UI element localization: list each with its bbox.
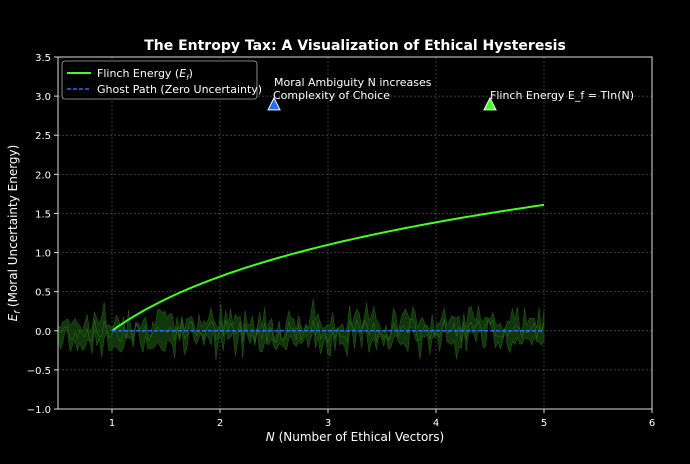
legend-label-ghost: Ghost Path (Zero Uncertainty) <box>97 83 262 96</box>
series-group <box>111 203 545 332</box>
y-tick-label: 1.0 <box>35 249 51 260</box>
annotation-marker-triangle <box>267 96 281 111</box>
series-flinch-energy <box>111 203 545 332</box>
x-tick-label: 5 <box>541 418 547 429</box>
x-tick-label: 6 <box>649 418 655 429</box>
ticks: 1 2 3 4 5 6 −1.0 −0.5 0.0 0.5 1.0 1.5 2.0 2.5 3.0 3.5 <box>27 53 655 429</box>
annotation-text: Flinch Energy E_f = Tln(N) <box>490 89 634 102</box>
x-tick-label: 3 <box>325 418 331 429</box>
axes <box>57 56 653 410</box>
annotation-text-line1: Moral Ambiguity N increases <box>274 76 432 89</box>
y-tick-label: 1.5 <box>35 209 51 220</box>
annotation-text-line2: Complexity of Choice <box>273 89 390 102</box>
x-tick-label: 2 <box>217 418 223 429</box>
legend: Flinch Energy (Ef) Ghost Path (Zero Unce… <box>61 60 262 100</box>
y-tick-label: 3.5 <box>35 53 51 64</box>
y-tick-label: 0.0 <box>35 327 51 338</box>
x-axis-label: N (Number of Ethical Vectors) <box>266 430 444 444</box>
noise-band-center <box>57 318 545 344</box>
y-tick-label: 2.5 <box>35 131 51 142</box>
y-tick-label: 0.5 <box>35 288 51 299</box>
y-tick-label: −1.0 <box>27 405 51 416</box>
noise-band-fill <box>57 298 545 361</box>
grid <box>58 57 652 409</box>
x-tick-label: 4 <box>433 418 439 429</box>
y-axis-label: Ef (Moral Uncertainty Energy) <box>6 145 22 322</box>
y-tick-label: −0.5 <box>27 366 51 377</box>
x-tick-label: 1 <box>109 418 115 429</box>
y-tick-label: 2.0 <box>35 170 51 181</box>
legend-label-flinch: Flinch Energy (Ef) <box>97 67 193 82</box>
axes-frame <box>57 56 653 410</box>
chart-title: The Entropy Tax: A Visualization of Ethi… <box>144 38 566 54</box>
annotation-marker-triangle <box>483 96 497 111</box>
y-tick-label: 3.0 <box>35 92 51 103</box>
noise-band <box>57 298 545 361</box>
